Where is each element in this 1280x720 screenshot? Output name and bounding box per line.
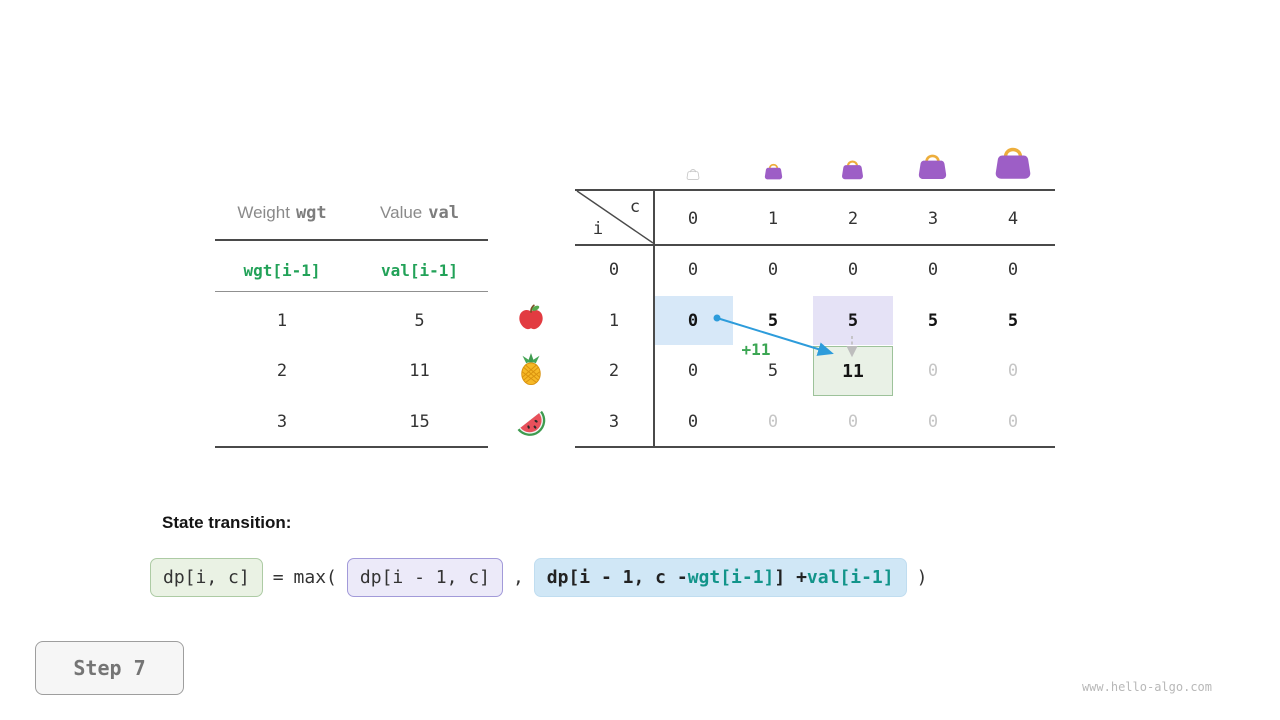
dp-col-header-1: 1 [767,209,779,229]
step-indicator-button[interactable]: Step 7 [35,641,184,695]
bag-capacity-0-icon [686,169,700,180]
formula-equals: = [272,567,284,588]
dp-cell-1-1: 5 [767,311,779,331]
dp-cell-0-2: 0 [847,260,859,280]
dp-cell-2-2: 11 [842,360,864,382]
state-transition-formula: dp[i, c] = max( dp[i - 1, c] , dp[i - 1,… [150,558,927,597]
value-header-label: Value [380,203,423,222]
dp-table-bottom-border [575,446,1055,448]
pineapple-icon [521,352,541,386]
items-formula-wgt: wgt[i-1] [243,260,321,280]
formula-arg2-val-code: val[i-1] [806,567,894,588]
items-table-divider [215,291,488,292]
formula-arg2-part2: ] + [774,567,807,588]
step-label: Step 7 [73,656,146,680]
dp-table-vertical-divider [653,189,655,448]
dp-cell-1-2: 5 [847,311,859,331]
items-table-header-divider [215,239,488,241]
item-1-weight: 1 [276,311,288,331]
items-table-weight-header: Weight wgt [215,196,349,230]
items-table-bottom-border [215,446,488,448]
dp-cell-3-2: 0 [847,412,859,432]
dp-cell-2-3: 0 [927,361,939,381]
dp-col-header-0: 0 [687,209,699,229]
watermelon-icon [517,410,546,436]
item-2-value: 11 [409,361,430,381]
formula-max-open: max( [293,567,337,588]
bag-capacity-1-icon [764,163,783,180]
formula-arg1-box: dp[i - 1, c] [346,558,503,597]
dp-row-header-0: 0 [608,260,620,280]
item-3-weight: 3 [276,412,288,432]
formula-lhs-box: dp[i, c] [150,558,263,597]
bag-capacity-4-icon [995,147,1031,179]
items-table-value-header: Value val [351,196,488,230]
dp-corner-col-axis: c [629,197,641,217]
dp-corner-row-axis: i [592,219,604,239]
item-1-value: 5 [414,311,425,331]
item-2-weight: 2 [276,361,288,381]
dp-cell-2-0: 0 [687,361,699,381]
dp-cell-1-3: 5 [927,311,939,331]
dp-col-header-2: 2 [847,209,859,229]
dp-row-header-2: 2 [608,361,620,381]
dp-table-header-divider [575,244,1055,246]
dp-row-header-1: 1 [608,311,620,331]
dp-col-header-3: 3 [927,209,939,229]
weight-header-code: wgt [295,203,327,223]
dp-cell-0-3: 0 [927,260,939,280]
bag-capacity-2-icon [842,160,863,180]
dp-cell-2-4: 0 [1007,361,1019,381]
dp-cell-2-1: 5 [767,361,779,381]
dp-cell-0-4: 0 [1007,260,1019,280]
items-formula-val: val[i-1] [380,260,459,280]
watermark: www.hello-algo.com [1081,680,1212,694]
dp-cell-1-4: 5 [1007,311,1019,331]
value-header-code: val [428,203,459,223]
dp-cell-3-1: 0 [767,412,779,432]
bag-capacity-3-icon [918,154,947,180]
weight-header-label: Weight [237,203,290,222]
apple-icon [519,304,543,330]
dp-cell-3-3: 0 [927,412,939,432]
dp-cell-3-4: 0 [1007,412,1019,432]
dp-col-header-4: 4 [1007,209,1019,229]
dp-table-top-border [575,189,1055,191]
formula-arg2-wgt-code: wgt[i-1] [687,567,775,588]
item-3-value: 15 [409,412,430,432]
state-transition-heading: State transition: [162,513,292,532]
formula-arg2-box: dp[i - 1, c - wgt[i-1]] + val[i-1] [533,558,907,597]
dp-row-header-3: 3 [608,412,620,432]
dp-cell-1-0: 0 [687,311,699,331]
dp-cell-0-1: 0 [767,260,779,280]
formula-close-paren: ) [916,567,928,588]
dp-cell-0-0: 0 [687,260,699,280]
arrow-value-label: +11 [741,340,771,359]
formula-comma: , [512,567,524,588]
formula-arg2-part1: dp[i - 1, c - [546,567,688,588]
dp-cell-3-0: 0 [687,412,699,432]
